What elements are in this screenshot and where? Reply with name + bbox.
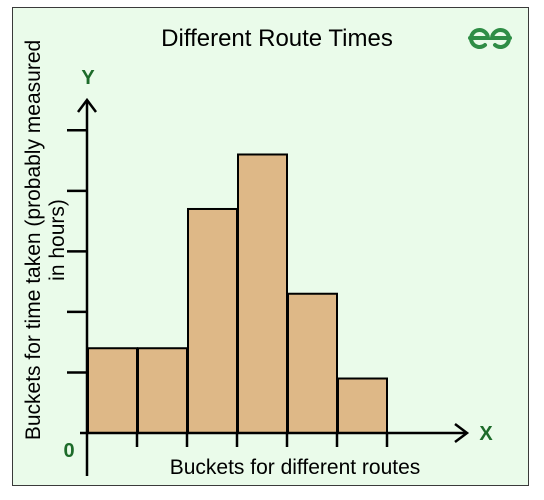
chart-title: Different Route Times [161,25,393,52]
y-axis-label-line-2: in hours) [46,199,69,281]
x-axis-arrow-icon [454,423,470,443]
y-axis-name: Y [81,67,95,89]
bar-2 [137,347,188,434]
y-axis-label: Buckets for time taken (probably measure… [22,40,69,440]
y-ticks-group [67,129,87,374]
x-axis-label: Buckets for different routes [170,456,421,479]
bar-5 [287,292,338,434]
x-axis-name: X [479,423,493,445]
y-axis-arrow-icon [77,97,97,113]
bars-group [87,153,388,435]
x-ticks-group [135,433,389,447]
y-axis-label-line-1: Buckets for time taken (probably measure… [22,40,45,440]
origin-label: 0 [63,440,74,462]
bar-1 [87,347,138,434]
bar-4 [237,153,288,434]
bar-3 [187,207,238,434]
gfg-logo-icon [468,28,512,49]
bar-6 [337,377,388,435]
